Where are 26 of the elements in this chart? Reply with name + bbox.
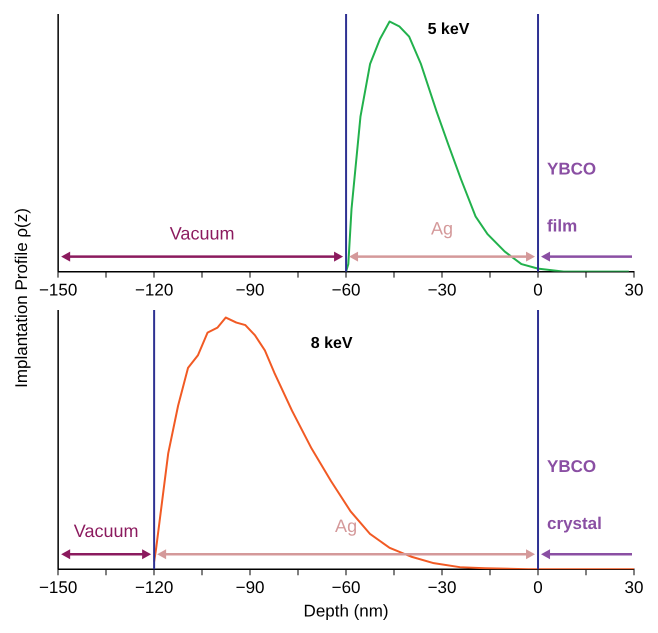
text: 8 keV — [310, 334, 353, 352]
annotation: film — [547, 216, 578, 236]
x-tick-label: −30 — [428, 578, 456, 598]
x-tick-label: −150 — [38, 280, 78, 300]
annotation: YBCO — [547, 456, 596, 476]
annotation: Ag — [335, 516, 358, 536]
x-tick-label: 0 — [533, 280, 543, 300]
x-tick-label: 30 — [624, 280, 644, 300]
annotation: Vacuum — [74, 521, 138, 542]
annotation: Ag — [431, 218, 454, 239]
x-tick-label: −150 — [38, 578, 78, 598]
annotation: YBCO — [547, 159, 596, 178]
x-tick-label: −120 — [134, 280, 174, 300]
x-tick-label: −90 — [236, 578, 265, 598]
x-tick-label: 0 — [533, 578, 543, 598]
x-tick-label: −60 — [332, 578, 360, 598]
annotation: Vacuum — [170, 224, 234, 244]
series-label: 5 keV — [428, 20, 470, 38]
annotation: crystal — [547, 514, 602, 533]
x-tick-label: −90 — [236, 280, 265, 300]
x-tick-label: −120 — [134, 578, 174, 598]
y-axis-title: Implantation Profile ρ(z) — [12, 208, 32, 388]
x-tick-label: 30 — [624, 578, 644, 598]
x-axis-title: Depth (nm) — [304, 601, 389, 620]
x-tick-label: −30 — [428, 280, 456, 300]
x-tick-label: −60 — [332, 280, 360, 300]
